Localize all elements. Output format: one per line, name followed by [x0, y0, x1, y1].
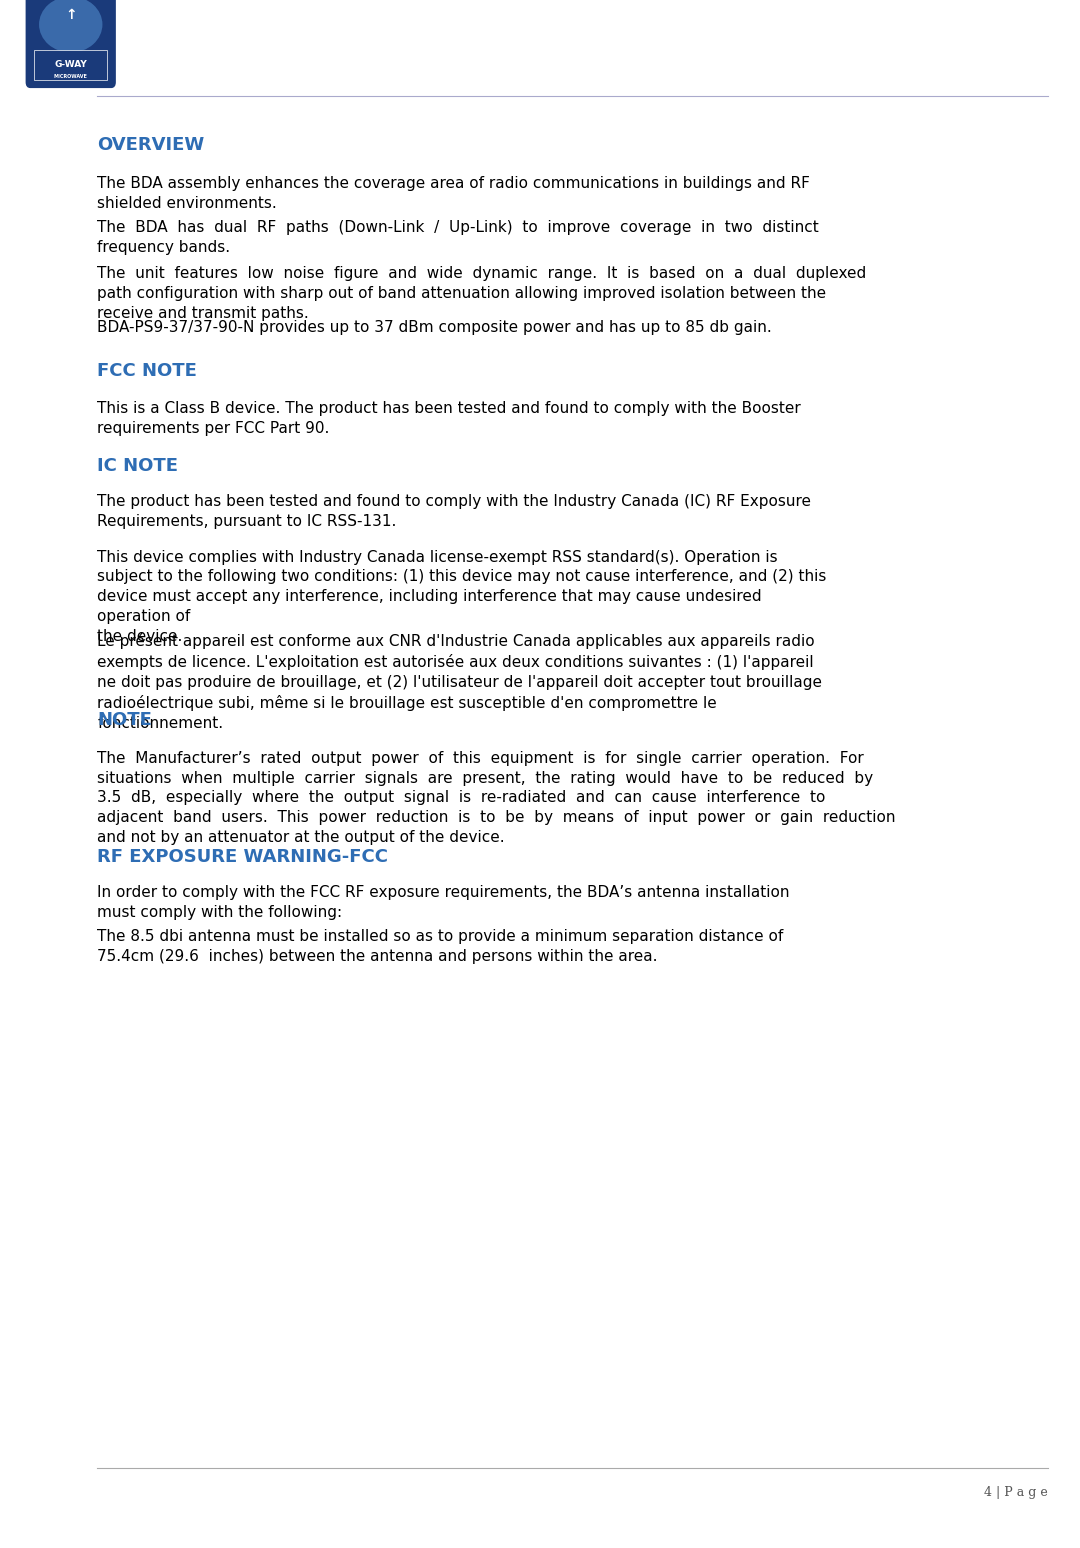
Text: This device complies with Industry Canada license-exempt RSS standard(s). Operat: This device complies with Industry Canad…: [97, 550, 826, 644]
Text: MICROWAVE: MICROWAVE: [54, 74, 87, 79]
Text: RF EXPOSURE WARNING-FCC: RF EXPOSURE WARNING-FCC: [97, 848, 388, 867]
Text: This is a Class B device. The product has been tested and found to comply with t: This is a Class B device. The product ha…: [97, 401, 801, 435]
Text: 4 | P a g e: 4 | P a g e: [984, 1486, 1048, 1498]
Text: BDA-PS9-37/37-90-N provides up to 37 dBm composite power and has up to 85 db gai: BDA-PS9-37/37-90-N provides up to 37 dBm…: [97, 320, 772, 336]
Text: The  BDA  has  dual  RF  paths  (Down-Link  /  Up-Link)  to  improve  coverage  : The BDA has dual RF paths (Down-Link / U…: [97, 220, 819, 254]
Text: IC NOTE: IC NOTE: [97, 457, 178, 475]
Text: The BDA assembly enhances the coverage area of radio communications in buildings: The BDA assembly enhances the coverage a…: [97, 176, 810, 211]
Text: The  Manufacturer’s  rated  output  power  of  this  equipment  is  for  single : The Manufacturer’s rated output power of…: [97, 751, 895, 845]
Text: In order to comply with the FCC RF exposure requirements, the BDA’s antenna inst: In order to comply with the FCC RF expos…: [97, 885, 789, 920]
Text: NOTE: NOTE: [97, 711, 152, 729]
Text: G-WAY: G-WAY: [54, 60, 87, 70]
Text: FCC NOTE: FCC NOTE: [97, 362, 197, 381]
Text: ↑: ↑: [65, 8, 77, 22]
Bar: [35, 51, 107, 80]
Text: The  unit  features  low  noise  figure  and  wide  dynamic  range.  It  is  bas: The unit features low noise figure and w…: [97, 266, 866, 320]
FancyBboxPatch shape: [27, 0, 114, 87]
Text: The 8.5 dbi antenna must be installed so as to provide a minimum separation dist: The 8.5 dbi antenna must be installed so…: [97, 929, 783, 963]
Text: Le présent appareil est conforme aux CNR d'Industrie Canada applicables aux appa: Le présent appareil est conforme aux CNR…: [97, 633, 822, 731]
Text: OVERVIEW: OVERVIEW: [97, 136, 204, 155]
Text: The product has been tested and found to comply with the Industry Canada (IC) RF: The product has been tested and found to…: [97, 494, 811, 528]
Ellipse shape: [39, 0, 104, 53]
